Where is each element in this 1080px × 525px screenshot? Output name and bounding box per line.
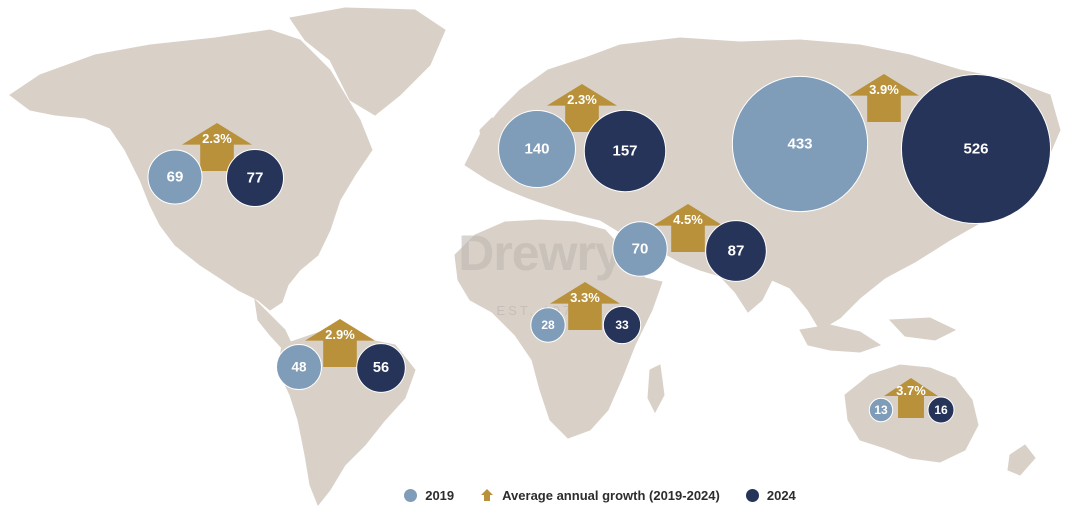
bubble-2024-label-0: 77 <box>247 170 264 187</box>
bubble-2024-1 <box>583 109 667 193</box>
legend-item-2019: 2019 <box>404 488 454 503</box>
bubble-2024-2 <box>900 73 1052 225</box>
growth-arrow-5 <box>305 319 375 367</box>
bubble-2019-6 <box>868 397 894 423</box>
bubble-2024-4 <box>602 305 642 345</box>
growth-arrow-0 <box>182 123 252 171</box>
bubble-2024-label-2: 526 <box>963 141 988 158</box>
bubble-2019-3 <box>612 221 668 277</box>
bubble-2019-label-4: 28 <box>541 318 555 332</box>
legend-2024-label: 2024 <box>766 487 796 503</box>
bubble-2024-label-6: 16 <box>934 403 948 417</box>
chart-marks: 2.3% 69 77 2.3% 140 157 3.9% 433 526 4.5% 70 87 3.3%… <box>147 73 1052 424</box>
growth-label-4: 3.3% <box>570 290 600 305</box>
bubble-2019-label-2: 433 <box>787 136 812 153</box>
growth-arrow-2 <box>849 74 919 122</box>
legend: 2019 Average annual growth (2019-2024) 2… <box>0 483 1080 507</box>
bubble-2019-label-1: 140 <box>524 141 549 158</box>
watermark-title: Drewry <box>458 225 623 281</box>
bubble-2019-2 <box>731 75 869 213</box>
growth-label-2: 3.9% <box>869 82 899 97</box>
bubble-2024-label-3: 87 <box>728 243 745 260</box>
growth-label-6: 3.7% <box>896 383 926 398</box>
legend-item-2024: 2024 <box>745 487 796 503</box>
legend-2019-swatch <box>404 488 418 502</box>
bubble-2024-6 <box>927 396 955 424</box>
bubble-2019-label-6: 13 <box>874 403 888 417</box>
legend-2019-label: 2019 <box>425 487 455 503</box>
legend-item-growth: Average annual growth (2019-2024) <box>480 488 720 503</box>
growth-label-5: 2.9% <box>325 327 355 342</box>
growth-label-3: 4.5% <box>673 212 703 227</box>
bubble-2024-label-1: 157 <box>612 143 637 160</box>
bubble-2024-5 <box>356 343 406 393</box>
legend-2024-swatch <box>745 488 759 502</box>
growth-arrow-6 <box>884 378 938 418</box>
growth-label-0: 2.3% <box>202 131 232 146</box>
growth-arrow-4 <box>550 282 620 330</box>
legend-growth-arrow-icon <box>481 489 494 501</box>
growth-label-1: 2.3% <box>567 92 597 107</box>
bubble-2024-3 <box>705 220 767 282</box>
growth-arrow-3 <box>653 204 723 252</box>
bubble-2024-label-5: 56 <box>373 360 389 376</box>
bubble-2024-0 <box>225 148 285 208</box>
bubble-2019-0 <box>147 149 203 205</box>
bubble-2019-label-3: 70 <box>632 241 649 258</box>
legend-growth-label: Average annual growth (2019-2024) <box>502 487 720 503</box>
bubble-2019-label-5: 48 <box>291 360 307 375</box>
bubble-2019-5 <box>275 343 323 391</box>
bubble-2019-label-0: 69 <box>167 169 184 186</box>
bubble-2019-1 <box>498 110 576 188</box>
bubble-2019-4 <box>530 307 566 343</box>
bubble-2024-label-4: 33 <box>615 318 629 332</box>
growth-arrow-1 <box>547 84 617 132</box>
